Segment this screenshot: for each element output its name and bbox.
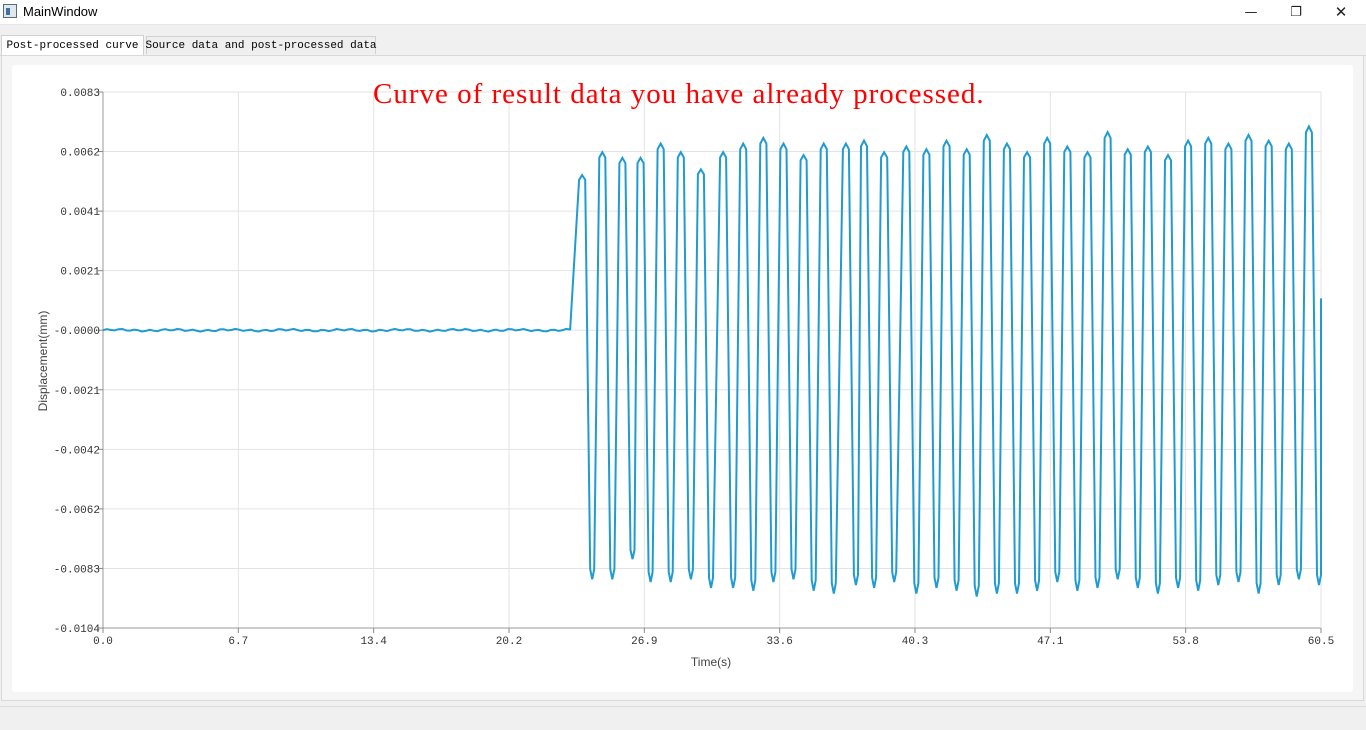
window-title: MainWindow bbox=[23, 4, 98, 19]
x-tick-label: 60.5 bbox=[1308, 636, 1334, 648]
tab-post-processed-curve[interactable]: Post-processed curve bbox=[1, 35, 144, 55]
y-tick-label: 0.0021 bbox=[60, 267, 100, 279]
y-tick-label: 0.0083 bbox=[60, 88, 100, 100]
y-tick-label: -0.0104 bbox=[54, 624, 101, 636]
x-tick-label: 26.9 bbox=[631, 636, 657, 648]
displacement-chart: Curve of result data you have already pr… bbox=[36, 78, 1334, 669]
x-tick-label: 53.8 bbox=[1172, 636, 1198, 648]
y-tick-label: -0.0083 bbox=[54, 564, 100, 576]
tab-bar: Post-processed curve Source data and pos… bbox=[0, 35, 1366, 56]
y-tick-label: -0.0021 bbox=[54, 386, 101, 398]
minimize-button[interactable]: — bbox=[1244, 4, 1258, 20]
y-tick-label: 0.0062 bbox=[60, 148, 100, 160]
title-bar: MainWindow — ❐ ✕ bbox=[0, 0, 1366, 25]
y-tick-label: -0.0062 bbox=[54, 505, 100, 517]
displacement-series-line bbox=[102, 124, 1322, 597]
close-button[interactable]: ✕ bbox=[1334, 3, 1348, 21]
y-tick-label: -0.0042 bbox=[54, 445, 100, 457]
x-tick-label: 13.4 bbox=[360, 636, 387, 648]
chart-axes bbox=[102, 92, 1322, 629]
x-tick-label: 20.2 bbox=[496, 636, 522, 648]
y-tick-label: -0.0000 bbox=[54, 326, 100, 338]
x-tick-label: 0.0 bbox=[93, 636, 113, 648]
x-tick-label: 47.1 bbox=[1037, 636, 1064, 648]
status-bar bbox=[0, 706, 1366, 730]
app-window-icon bbox=[3, 4, 17, 18]
x-tick-label: 6.7 bbox=[228, 636, 248, 648]
chart-title: Curve of result data you have already pr… bbox=[373, 78, 985, 110]
y-tick-label: 0.0041 bbox=[60, 207, 100, 219]
chart-area: Curve of result data you have already pr… bbox=[12, 65, 1353, 692]
x-tick-label: 33.6 bbox=[766, 636, 792, 648]
x-tick-label: 40.3 bbox=[902, 636, 928, 648]
x-axis-label: Time(s) bbox=[691, 655, 731, 669]
maximize-button[interactable]: ❐ bbox=[1290, 4, 1302, 20]
y-axis-label: Displacement(mm) bbox=[36, 311, 50, 412]
chart-grid bbox=[102, 91, 1322, 629]
tab-source-and-post-processed-data[interactable]: Source data and post-processed data bbox=[145, 36, 377, 54]
chart-ticks: 0.0 6.7 13.4 20.2 26.9 33.6 40.3 47.1 53.8 60.5 0.… bbox=[54, 88, 1334, 648]
